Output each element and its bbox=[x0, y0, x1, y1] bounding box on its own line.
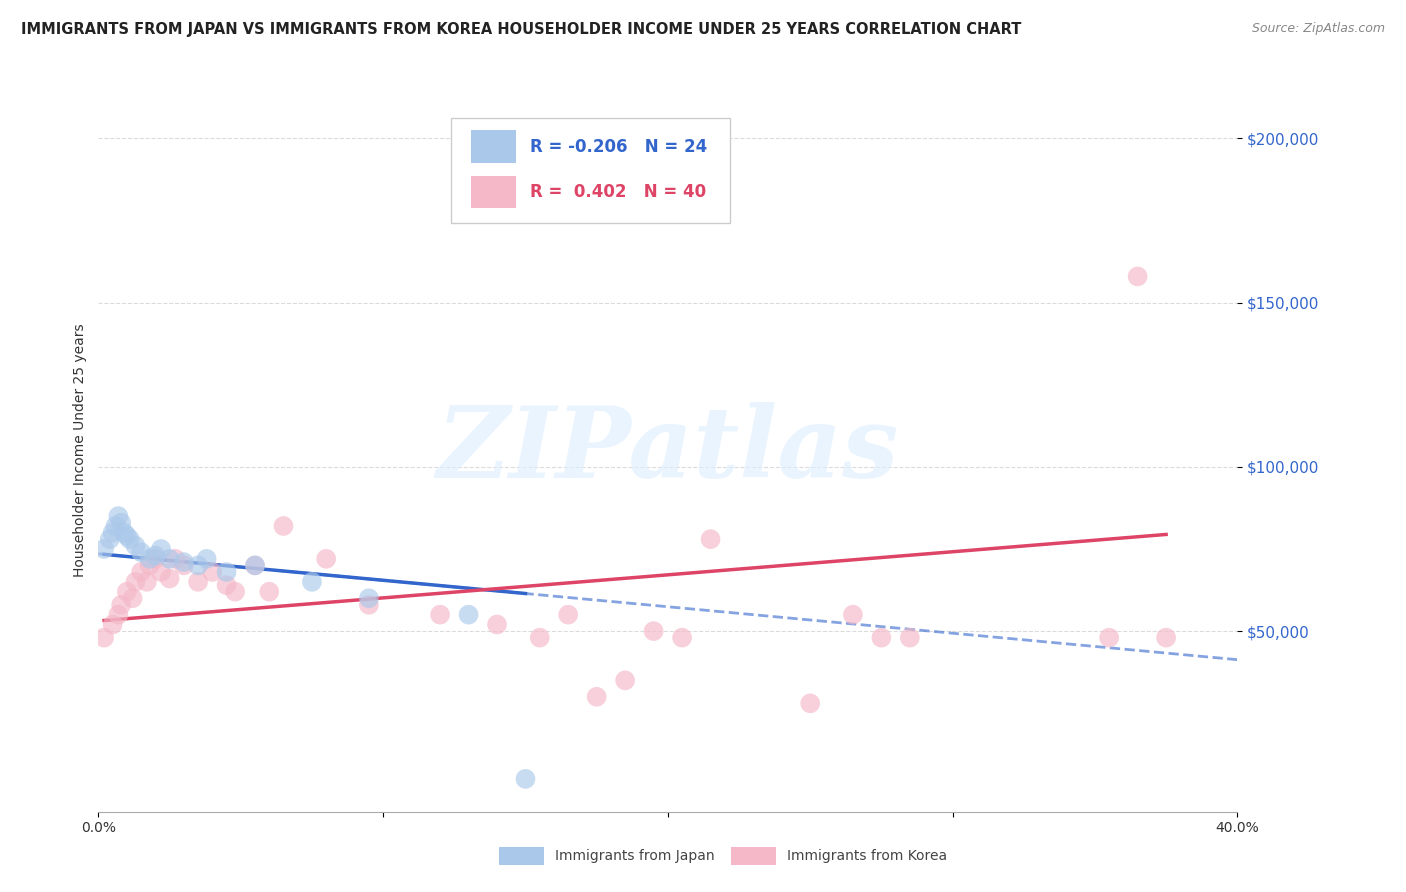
Text: Immigrants from Korea: Immigrants from Korea bbox=[787, 849, 948, 863]
Point bbox=[150, 541, 173, 556]
Point bbox=[101, 617, 124, 632]
Point bbox=[93, 541, 115, 556]
Point bbox=[124, 574, 146, 589]
Point bbox=[515, 772, 537, 786]
Point bbox=[870, 631, 893, 645]
Point bbox=[315, 551, 337, 566]
Point bbox=[457, 607, 479, 622]
Point bbox=[243, 558, 266, 573]
Point bbox=[121, 591, 143, 606]
Point bbox=[115, 584, 138, 599]
Point bbox=[1126, 269, 1149, 284]
Text: Source: ZipAtlas.com: Source: ZipAtlas.com bbox=[1251, 22, 1385, 36]
Point bbox=[799, 696, 821, 710]
Point bbox=[357, 598, 380, 612]
Text: IMMIGRANTS FROM JAPAN VS IMMIGRANTS FROM KOREA HOUSEHOLDER INCOME UNDER 25 YEARS: IMMIGRANTS FROM JAPAN VS IMMIGRANTS FROM… bbox=[21, 22, 1022, 37]
Point bbox=[104, 519, 127, 533]
Point bbox=[145, 551, 167, 566]
Point bbox=[110, 516, 132, 530]
Point bbox=[107, 607, 129, 622]
Point bbox=[138, 551, 160, 566]
FancyBboxPatch shape bbox=[471, 130, 516, 163]
Point bbox=[259, 584, 281, 599]
Point bbox=[201, 565, 224, 579]
Point bbox=[98, 532, 121, 546]
Point bbox=[115, 529, 138, 543]
Point bbox=[138, 558, 160, 573]
Point bbox=[112, 525, 135, 540]
Point bbox=[224, 584, 246, 599]
Point bbox=[159, 572, 181, 586]
Point bbox=[173, 555, 195, 569]
Point bbox=[93, 631, 115, 645]
Point bbox=[145, 549, 167, 563]
Point bbox=[614, 673, 637, 688]
Point bbox=[110, 598, 132, 612]
Point bbox=[585, 690, 607, 704]
Point bbox=[129, 565, 152, 579]
Text: ZIPatlas: ZIPatlas bbox=[437, 402, 898, 499]
Point bbox=[842, 607, 865, 622]
Point bbox=[215, 565, 238, 579]
Point bbox=[215, 578, 238, 592]
Point bbox=[150, 565, 173, 579]
Point bbox=[129, 545, 152, 559]
Point bbox=[118, 532, 141, 546]
Point bbox=[1154, 631, 1177, 645]
Y-axis label: Householder Income Under 25 years: Householder Income Under 25 years bbox=[73, 324, 87, 577]
Point bbox=[135, 574, 157, 589]
Text: R = -0.206   N = 24: R = -0.206 N = 24 bbox=[530, 137, 707, 155]
Point bbox=[643, 624, 665, 639]
Point bbox=[187, 574, 209, 589]
Point bbox=[107, 509, 129, 524]
Point bbox=[699, 532, 721, 546]
Point bbox=[898, 631, 921, 645]
Text: Immigrants from Japan: Immigrants from Japan bbox=[555, 849, 716, 863]
Point bbox=[243, 558, 266, 573]
Point bbox=[1098, 631, 1121, 645]
Point bbox=[429, 607, 451, 622]
FancyBboxPatch shape bbox=[471, 176, 516, 209]
Point bbox=[124, 539, 146, 553]
Point bbox=[557, 607, 579, 622]
Point bbox=[301, 574, 323, 589]
Point bbox=[101, 525, 124, 540]
Point bbox=[671, 631, 693, 645]
Point bbox=[187, 558, 209, 573]
Text: R =  0.402   N = 40: R = 0.402 N = 40 bbox=[530, 183, 706, 202]
Point bbox=[529, 631, 551, 645]
Point bbox=[273, 519, 295, 533]
Point bbox=[195, 551, 218, 566]
Point bbox=[357, 591, 380, 606]
Point bbox=[159, 551, 181, 566]
Point bbox=[173, 558, 195, 573]
FancyBboxPatch shape bbox=[451, 118, 731, 223]
Point bbox=[165, 551, 187, 566]
Point bbox=[486, 617, 509, 632]
